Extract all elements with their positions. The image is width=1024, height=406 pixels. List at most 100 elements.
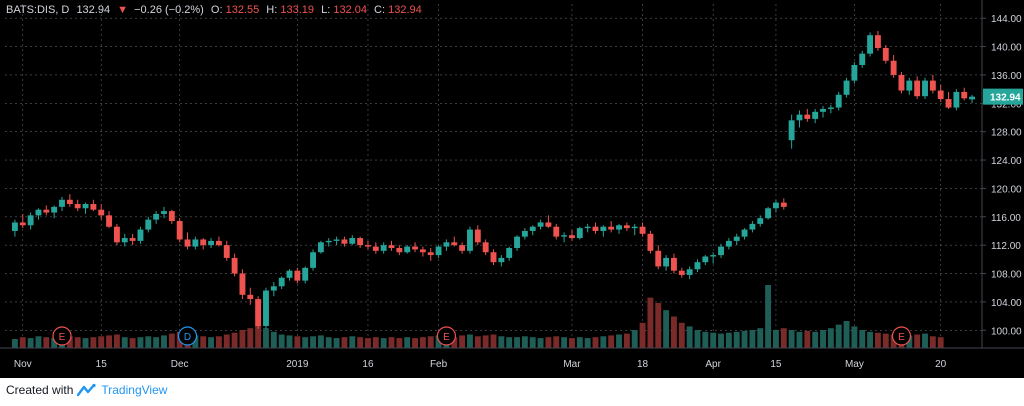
- candle-body: [561, 235, 568, 237]
- low-label: L:: [321, 4, 330, 16]
- candle: [310, 249, 316, 271]
- candle: [718, 243, 724, 258]
- candle: [192, 236, 199, 250]
- candle-body: [270, 286, 277, 291]
- candle: [317, 240, 324, 254]
- candle-body: [459, 245, 466, 251]
- high-label: H:: [266, 4, 277, 16]
- candle-body: [427, 252, 434, 256]
- candle: [121, 233, 128, 247]
- candle: [733, 233, 740, 246]
- volume-bar: [569, 338, 575, 348]
- volume-bar: [592, 337, 599, 348]
- candle: [51, 205, 58, 219]
- candle-body: [600, 226, 607, 231]
- candle-body: [514, 236, 520, 248]
- candle-body: [843, 80, 850, 95]
- time-tick-label: 2019: [286, 359, 309, 370]
- volume-bar: [90, 337, 97, 348]
- candle-body: [200, 239, 207, 246]
- volume-bar: [192, 335, 199, 348]
- candle-body: [639, 226, 646, 234]
- candle-body: [231, 257, 238, 274]
- candle: [208, 238, 215, 248]
- price-chart[interactable]: E D E E 144.00 140.00 136.00 132.00 128.00 124.0…: [0, 0, 1024, 378]
- candle-body: [161, 211, 167, 214]
- marker-circle: [436, 326, 457, 346]
- volume-bar: [765, 285, 772, 348]
- volume-bar: [529, 337, 536, 348]
- volume-bar: [600, 336, 607, 348]
- volume-bar: [121, 337, 128, 348]
- volume-bar: [317, 335, 324, 348]
- price-tick-label: 144.00: [991, 14, 1022, 25]
- candle: [929, 74, 936, 94]
- volume-bar: [686, 326, 693, 348]
- close-label: C:: [374, 4, 385, 16]
- candle-body: [294, 270, 301, 281]
- volume-bar: [396, 338, 403, 348]
- tradingview-link[interactable]: TradingView: [101, 383, 168, 397]
- volume-bar: [137, 337, 144, 348]
- candle-body: [663, 257, 670, 267]
- candle-body: [796, 114, 803, 121]
- volume-bar: [270, 331, 277, 348]
- volume-bar: [427, 336, 434, 348]
- candle: [647, 230, 654, 254]
- candle: [490, 249, 497, 266]
- volume-bar: [772, 330, 779, 348]
- candle-body: [631, 226, 638, 229]
- candle: [325, 238, 332, 247]
- candle-body: [145, 219, 152, 230]
- candle: [145, 216, 152, 233]
- candle: [270, 282, 277, 297]
- candle-body: [569, 235, 575, 239]
- earnings-marker[interactable]: E: [436, 326, 457, 346]
- candle-body: [702, 256, 709, 263]
- last-price-tag: [983, 88, 1023, 105]
- candle-body: [278, 277, 285, 287]
- candle-body: [317, 242, 324, 253]
- candle-body: [969, 96, 976, 100]
- candle-body: [608, 226, 615, 230]
- candle-body: [616, 225, 622, 230]
- candle: [482, 239, 489, 256]
- candlestick-series: [11, 30, 976, 329]
- time-axis-background: [0, 348, 1024, 378]
- candle-body: [741, 229, 748, 237]
- candle: [827, 104, 834, 114]
- volume-bar: [655, 303, 662, 348]
- candle-body: [302, 267, 309, 281]
- volume-bar: [310, 336, 316, 348]
- chart-grid: [5, 4, 982, 348]
- candle: [263, 287, 269, 329]
- volume-bar: [506, 337, 513, 348]
- candle: [576, 226, 583, 240]
- volume-bars: [11, 285, 944, 348]
- low-value: 132.04: [333, 4, 367, 16]
- candle-body: [937, 90, 944, 100]
- price-tick-label: 136.00: [991, 71, 1022, 82]
- earnings-marker[interactable]: E: [891, 326, 912, 346]
- candle: [27, 212, 34, 230]
- volume-bar: [43, 337, 50, 348]
- candle-body: [553, 226, 560, 237]
- candle: [467, 226, 473, 254]
- price-tick-label: 128.00: [991, 128, 1022, 139]
- symbol-label: BATS:DIS, D: [6, 4, 69, 16]
- dividend-marker[interactable]: D: [177, 326, 198, 346]
- price-axis[interactable]: 144.00 140.00 136.00 132.00 128.00 124.00 120.…: [981, 0, 1024, 348]
- time-axis[interactable]: Nov 15 Dec 2019 16 Feb Mar 18 Apr 15 May 20: [0, 347, 1024, 378]
- candle: [514, 235, 520, 251]
- volume-bar: [11, 339, 18, 348]
- candle-body: [506, 247, 513, 258]
- volume-bar: [168, 333, 175, 348]
- volume-bar: [333, 338, 340, 348]
- candle-body: [961, 91, 968, 99]
- volume-bar: [710, 332, 717, 348]
- candle-body: [412, 246, 418, 250]
- time-tick-label: 16: [362, 359, 374, 370]
- earnings-marker[interactable]: E: [52, 326, 72, 346]
- price-tick-label: 132.00: [991, 99, 1022, 110]
- volume-bar: [145, 336, 152, 348]
